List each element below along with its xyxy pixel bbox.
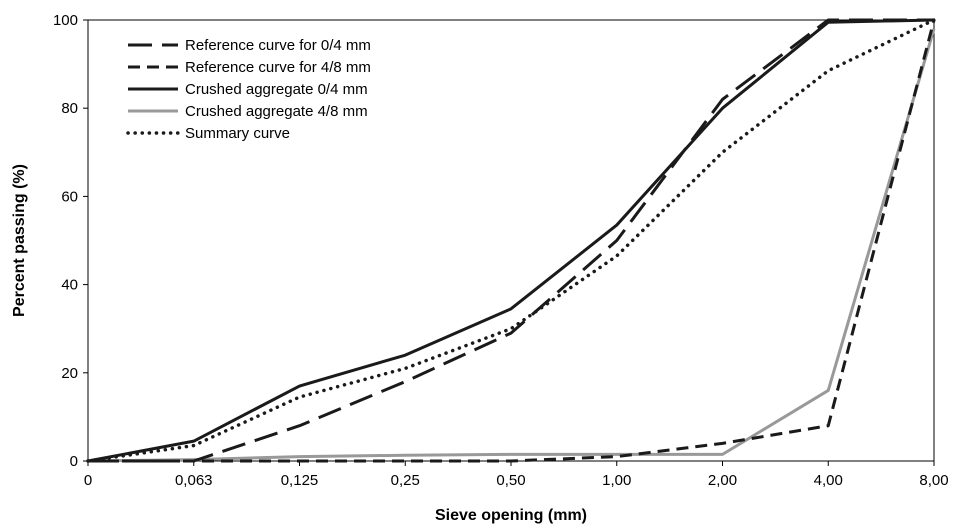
x-tick-label: 0: [84, 472, 92, 489]
y-tick-label: 80: [61, 100, 78, 117]
y-tick-label: 0: [70, 453, 78, 470]
x-tick-label: 4,00: [814, 472, 843, 489]
legend-label-4: Crushed aggregate 4/8 mm: [185, 103, 368, 120]
x-tick-label: 0,063: [175, 472, 213, 489]
series-line-5: [86, 18, 936, 463]
series-layer: [86, 18, 936, 463]
series-line-4: [87, 28, 936, 463]
y-tick-label: 40: [61, 277, 78, 294]
y-axis-title: Percent passing (%): [11, 164, 28, 317]
y-tick-label: 100: [53, 12, 78, 29]
x-tick-label: 8,00: [919, 472, 948, 489]
legend: Reference curve for 0/4 mm Reference curv…: [126, 37, 371, 142]
legend-label-1: Reference curve for 0/4 mm: [185, 37, 371, 54]
x-tick-label: 0,25: [391, 472, 420, 489]
series-line-1: [88, 18, 934, 463]
y-tick-label: 20: [61, 365, 78, 382]
x-tick-label: 0,125: [281, 472, 319, 489]
series-line-2: [88, 19, 936, 463]
y-tick-label: 60: [61, 188, 78, 205]
legend-label-2: Reference curve for 4/8 mm: [185, 59, 371, 76]
x-tick-label: 2,00: [708, 472, 737, 489]
x-axis-title: Sieve opening (mm): [435, 507, 587, 524]
legend-label-5: Summary curve: [185, 125, 290, 142]
legend-label-3: Crushed aggregate 0/4 mm: [185, 81, 368, 98]
series-line-3: [87, 18, 935, 463]
x-tick-label: 0,50: [496, 472, 525, 489]
axes: 0 20 40 60 80 100 0 0,063 0,125 0,25 0,50 1,00 2,00 4…: [11, 12, 949, 524]
x-tick-label: 1,00: [602, 472, 631, 489]
